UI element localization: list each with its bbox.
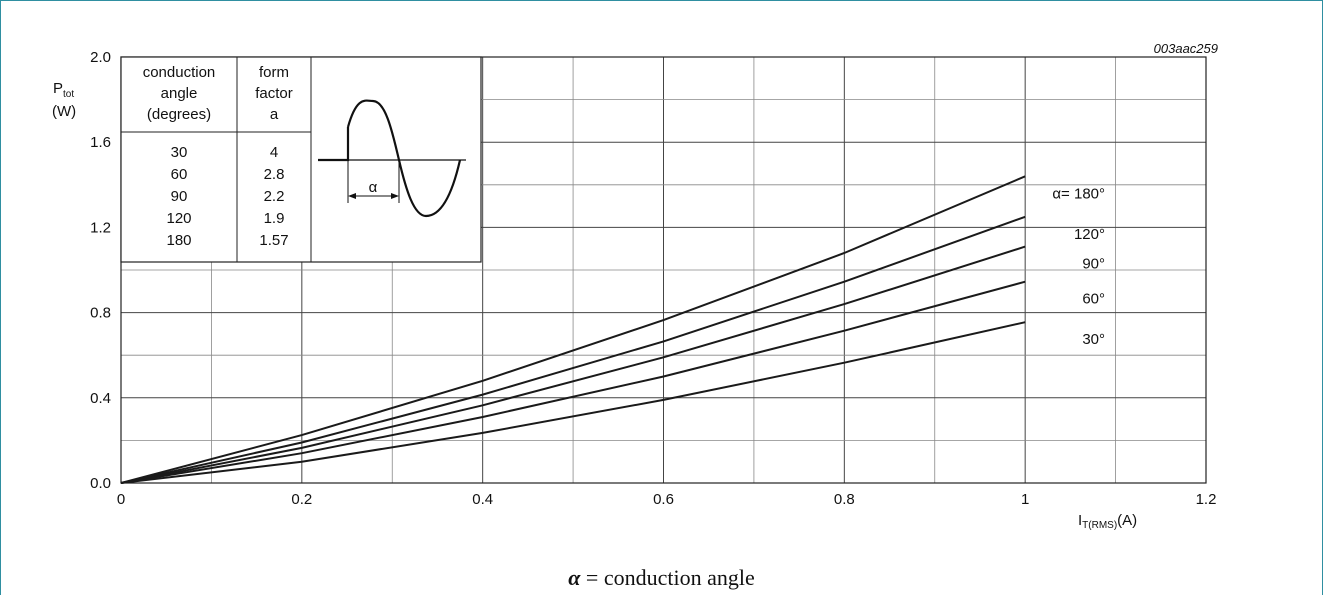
cell-angle: 60 [171, 166, 188, 183]
x-tick-label: 0.6 [653, 491, 674, 508]
header-conduction-angle: conduction angle (degrees) [143, 64, 216, 123]
figure-caption: α = conduction angle [0, 565, 1323, 591]
cell-angle: 180 [166, 232, 191, 249]
header-line: factor [255, 85, 293, 102]
x-axis-label: IT(RMS)(A) [1078, 512, 1137, 531]
series-line [120, 321, 1026, 484]
alpha-label: α [369, 179, 378, 196]
caption-symbol: α [568, 565, 581, 590]
series-label: α= 180° [1052, 185, 1105, 202]
y-axis-label: Ptot (W) [52, 80, 76, 120]
y-tick-label: 1.2 [90, 219, 111, 236]
y-tick-label: 0.0 [90, 475, 111, 492]
arrowhead-left [348, 193, 356, 199]
cell-angle: 120 [166, 210, 191, 227]
plot-frame [120, 56, 1207, 484]
series-label: 90° [1082, 256, 1105, 273]
figure-code: 003aac259 [1154, 41, 1218, 56]
x-tick-label: 0 [117, 491, 125, 508]
y-tick-label: 1.6 [90, 134, 111, 151]
svg-text:Ptot: Ptot [53, 80, 74, 100]
waveform-diagram: α [318, 99, 466, 218]
plot-border [120, 56, 1207, 484]
x-axis-unit: (A) [1117, 512, 1137, 529]
cell-angle: 90 [171, 188, 188, 205]
series-line [120, 245, 1026, 484]
series-line [120, 280, 1026, 484]
x-tick-label: 0.4 [472, 491, 493, 508]
y-axis-subscript: tot [63, 89, 74, 100]
cell-factor: 2.8 [264, 166, 285, 183]
y-tick-label: 2.0 [90, 49, 111, 66]
y-tick-label: 0.8 [90, 305, 111, 322]
series-label: 30° [1082, 331, 1105, 348]
series-line [120, 215, 1026, 484]
series-labels: α= 180° 120° 90° 60° 30° [1052, 185, 1105, 348]
x-tick-label: 0.8 [834, 491, 855, 508]
y-axis-symbol: P [53, 80, 63, 97]
cell-angle: 30 [171, 144, 188, 161]
cell-factor: 1.9 [264, 210, 285, 227]
x-tick-label: 0.2 [291, 491, 312, 508]
header-line: (degrees) [147, 106, 211, 123]
arrowhead-right [391, 193, 399, 199]
cell-factor: 1.57 [259, 232, 288, 249]
series-label: 60° [1082, 291, 1105, 308]
header-line: a [270, 106, 279, 123]
x-axis-subscript: T(RMS) [1082, 520, 1117, 531]
tick-labels: 0 0.2 0.4 0.6 0.8 1 1.2 0.0 0.4 0.8 1.2 1.6 2.0 [90, 49, 1216, 508]
header-line: form [259, 64, 289, 81]
inset-table: conduction angle (degrees) form factor a… [120, 56, 482, 263]
series-lines [120, 175, 1026, 484]
table-rows: 30 4 60 2.8 90 2.2 120 1.9 180 1.57 [166, 144, 288, 249]
y-axis-unit: (W) [52, 103, 76, 120]
svg-text:IT(RMS)(A): IT(RMS)(A) [1078, 512, 1137, 531]
header-form-factor: form factor a [255, 64, 293, 123]
x-tick-label: 1 [1021, 491, 1029, 508]
series-line [120, 175, 1026, 484]
cell-factor: 2.2 [264, 188, 285, 205]
cell-factor: 4 [270, 144, 278, 161]
x-axis-symbol: I [1078, 512, 1082, 529]
header-line: conduction [143, 64, 216, 81]
series-label: 120° [1074, 226, 1105, 243]
grid [121, 57, 1206, 483]
caption-text: = conduction angle [585, 565, 755, 590]
header-line: angle [161, 85, 198, 102]
y-tick-label: 0.4 [90, 390, 111, 407]
x-tick-label: 1.2 [1196, 491, 1217, 508]
